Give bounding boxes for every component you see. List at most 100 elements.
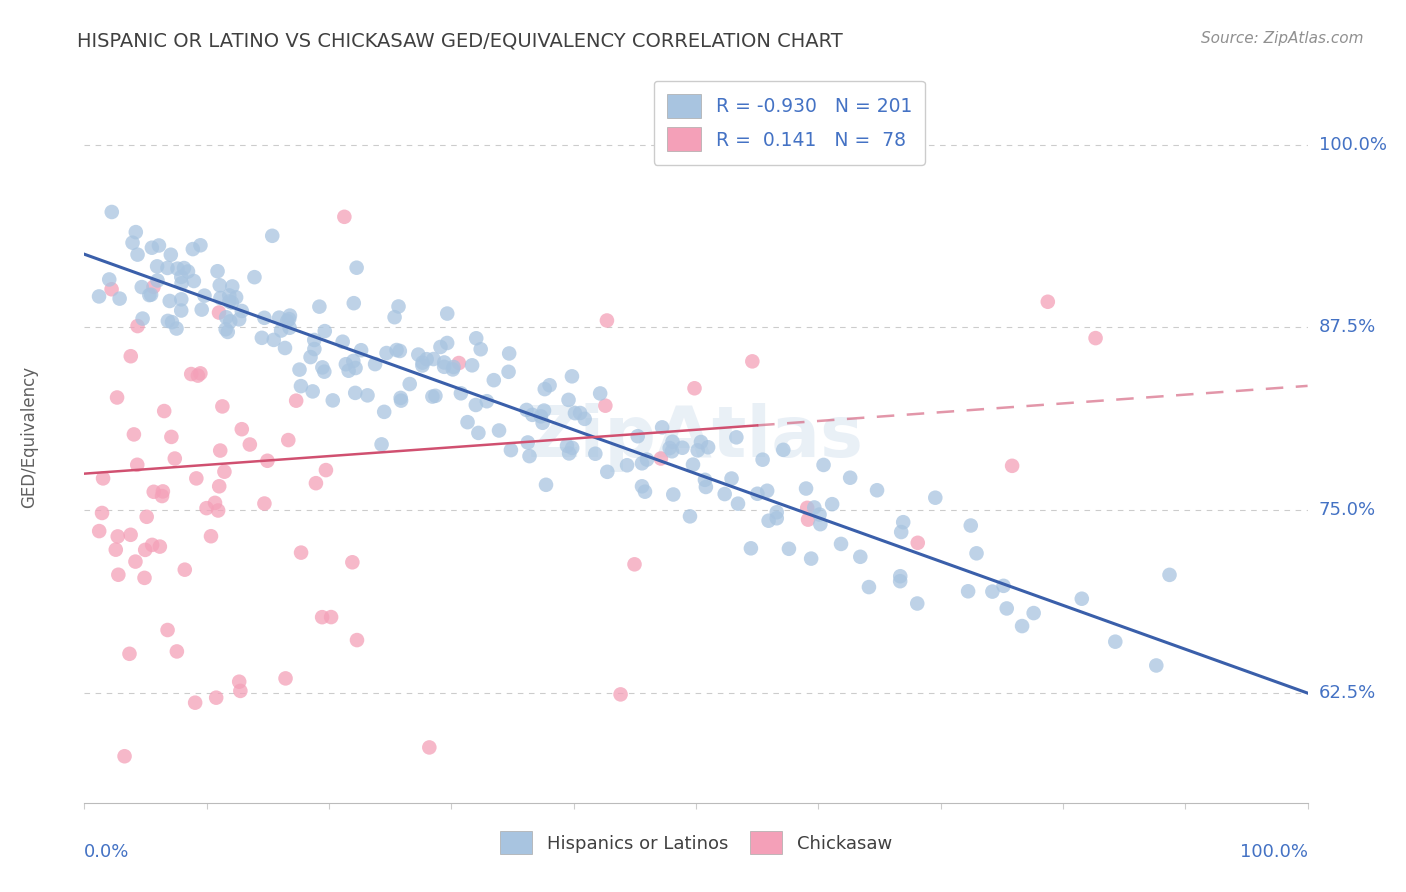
Point [370, 437, 392, 451]
Point [889, 574, 911, 589]
Point [141, 538, 163, 552]
Point [98, 272, 121, 286]
Point [170, 277, 193, 291]
Point [1144, 658, 1167, 673]
Point [465, 331, 488, 345]
Point [160, 430, 183, 444]
Point [751, 452, 773, 467]
Point [342, 354, 364, 368]
Point [315, 463, 337, 477]
Point [411, 359, 433, 373]
Point [170, 293, 193, 307]
Point [134, 542, 156, 557]
Point [204, 496, 226, 510]
Point [839, 471, 862, 485]
Point [772, 442, 794, 457]
Point [134, 571, 156, 585]
Point [288, 362, 311, 376]
Legend: Hispanics or Latinos, Chickasaw: Hispanics or Latinos, Chickasaw [491, 822, 901, 863]
Point [180, 367, 202, 381]
Point [127, 247, 149, 261]
Point [519, 449, 541, 463]
Point [740, 541, 762, 556]
Point [467, 425, 489, 440]
Point [138, 288, 160, 302]
Point [243, 270, 266, 285]
Point [596, 313, 619, 327]
Point [208, 278, 231, 293]
Point [228, 312, 250, 326]
Point [995, 601, 1018, 615]
Point [388, 343, 411, 358]
Point [91, 471, 114, 485]
Point [679, 509, 702, 524]
Point [225, 290, 247, 304]
Point [993, 579, 1015, 593]
Point [207, 503, 229, 517]
Point [125, 225, 148, 239]
Point [1011, 619, 1033, 633]
Point [346, 633, 368, 648]
Point [149, 540, 172, 554]
Point [408, 348, 430, 362]
Point [695, 480, 717, 494]
Point [159, 248, 181, 262]
Point [661, 444, 683, 458]
Point [170, 269, 193, 284]
Point [335, 357, 357, 371]
Point [631, 479, 654, 493]
Point [217, 325, 239, 339]
Point [433, 359, 456, 374]
Point [1084, 331, 1107, 345]
Point [319, 610, 342, 624]
Point [89, 524, 111, 538]
Point [756, 483, 779, 498]
Point [173, 563, 195, 577]
Point [231, 422, 253, 436]
Point [661, 434, 683, 449]
Point [443, 359, 465, 374]
Point [690, 435, 713, 450]
Point [1104, 634, 1126, 648]
Point [538, 378, 561, 392]
Point [398, 377, 420, 392]
Point [173, 261, 195, 276]
Point [636, 452, 658, 467]
Point [146, 260, 169, 274]
Point [170, 303, 193, 318]
Point [765, 505, 787, 519]
Point [907, 536, 929, 550]
Text: 75.0%: 75.0% [1319, 501, 1376, 519]
Point [209, 291, 232, 305]
Point [891, 515, 914, 529]
Point [100, 282, 122, 296]
Point [301, 384, 323, 399]
Point [890, 524, 912, 539]
Point [304, 342, 326, 356]
Point [269, 310, 291, 325]
Point [346, 260, 368, 275]
Point [250, 331, 273, 345]
Text: 62.5%: 62.5% [1319, 684, 1376, 702]
Point [342, 555, 364, 569]
Point [589, 386, 612, 401]
Point [1070, 591, 1092, 606]
Point [415, 352, 437, 367]
Point [429, 340, 451, 354]
Point [305, 476, 328, 491]
Point [228, 674, 250, 689]
Point [218, 294, 240, 309]
Point [218, 288, 240, 302]
Point [190, 367, 212, 381]
Point [557, 392, 579, 407]
Point [1022, 606, 1045, 620]
Point [299, 350, 322, 364]
Point [101, 205, 124, 219]
Point [108, 292, 131, 306]
Point [387, 300, 409, 314]
Point [727, 497, 749, 511]
Point [447, 356, 470, 370]
Point [765, 511, 787, 525]
Point [121, 235, 143, 250]
Point [159, 293, 181, 308]
